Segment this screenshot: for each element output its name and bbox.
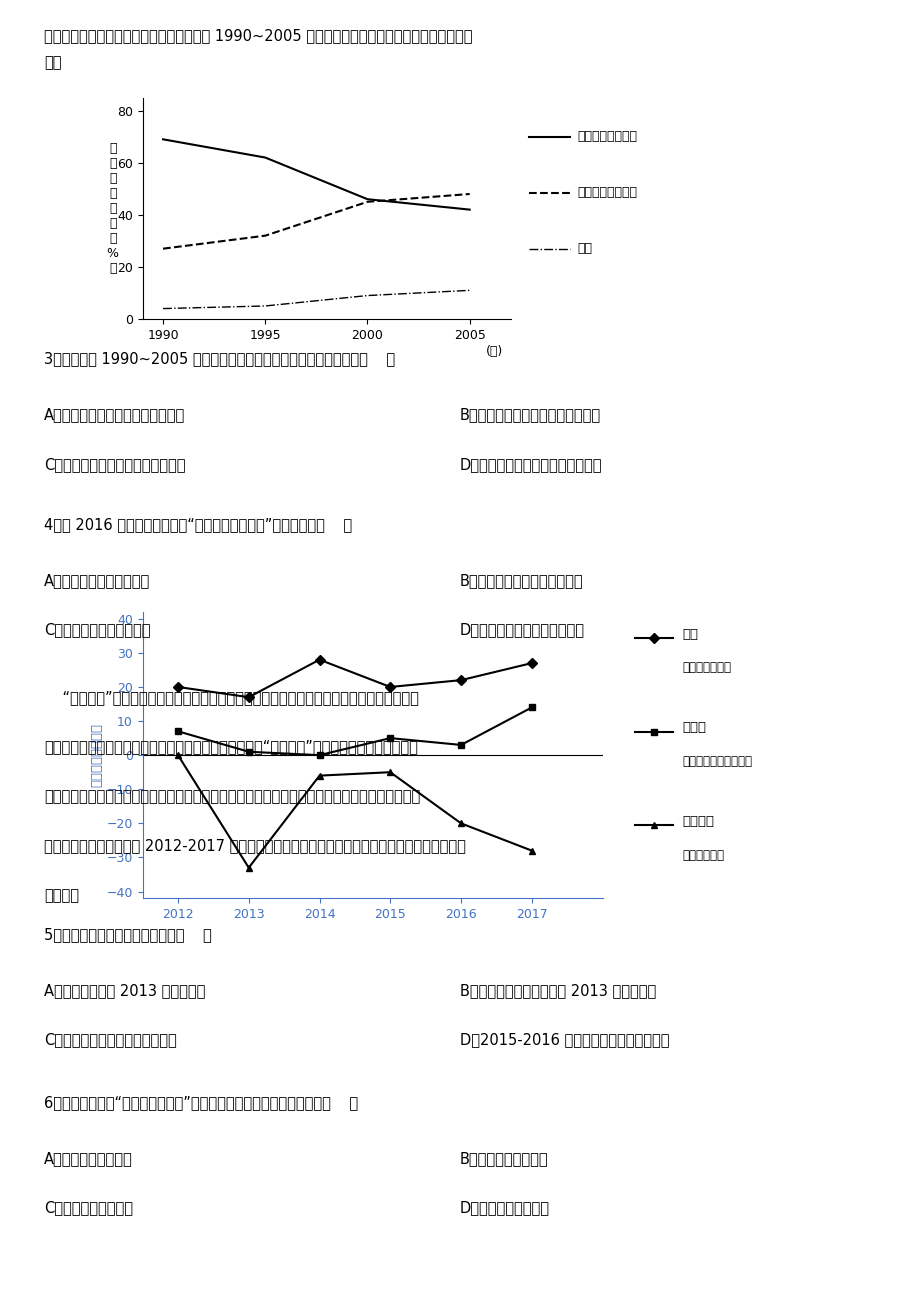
Text: 及过度聚集的拥挤导致其技术、人才、产业、资金等向外围地区迁移，从而促使外围城市的经济发: 及过度聚集的拥挤导致其技术、人才、产业、资金等向外围地区迁移，从而促使外围城市的… — [44, 789, 420, 805]
Text: 与配偶居住在一起: 与配偶居住在一起 — [577, 186, 637, 199]
Text: B．三四线城市人口净迁出 2013 年达最大値: B．三四线城市人口净迁出 2013 年达最大値 — [460, 983, 655, 999]
Text: 展的现象。下图为广东省 2012-2017 年户籍人口逐年净迁移人数（万人）变化曲线图，据此完成下: 展的现象。下图为广东省 2012-2017 年户籍人口逐年净迁移人数（万人）变化… — [44, 838, 466, 854]
Text: B．加重城市社会负担: B．加重城市社会负担 — [460, 1151, 548, 1167]
Y-axis label: 迁移人口（万人）: 迁移人口（万人） — [91, 723, 104, 788]
Text: “虹吸效应”是指区域的中心城市吸收了周边城市的各种资源，随着资源的聚集，中心城市的: “虹吸效应”是指区域的中心城市吸收了周边城市的各种资源，随着资源的聚集，中心城市… — [44, 690, 418, 706]
Text: A．取消计划生育基本国策: A．取消计划生育基本国策 — [44, 573, 150, 589]
Text: D．2015-2016 年佛惠菞人口变化幅度最大: D．2015-2016 年佛惠菞人口变化幅度最大 — [460, 1032, 669, 1048]
Text: 三、四线城市: 三、四线城市 — [682, 849, 724, 862]
Text: D．促进城市协同发展: D．促进城市协同发展 — [460, 1200, 550, 1216]
Text: B．我国老年人口居住方式一成不变: B．我国老年人口居住方式一成不变 — [460, 408, 600, 423]
Text: C．导致城市发展停滞: C．导致城市发展停滞 — [44, 1200, 133, 1216]
Text: 与子女居住在一起: 与子女居住在一起 — [577, 130, 637, 143]
Text: 面小题。: 面小题。 — [44, 888, 79, 904]
Text: 广东其余: 广东其余 — [682, 815, 714, 828]
Text: A．与子女分居的老人占比逐年增大: A．与子女分居的老人占比逐年增大 — [44, 408, 186, 423]
Text: （佛山、惠州、东莞）: （佛山、惠州、东莞） — [682, 755, 752, 768]
Text: 6．广州、深圳的“虹吸和外溢效应”引起的人口迁移，其带来的影响是（    ）: 6．广州、深圳的“虹吸和外溢效应”引起的人口迁移，其带来的影响是（ ） — [44, 1095, 357, 1111]
Text: （广州、深圳）: （广州、深圳） — [682, 661, 731, 674]
Text: D．拉动房地产和母婴产品消费: D．拉动房地产和母婴产品消费 — [460, 622, 584, 638]
Text: 吸引力会越来越强，周边城市的人才会逐渐流失的现象。“外溢效应”是指中心城市受政策影响以: 吸引力会越来越强，周边城市的人才会逐渐流失的现象。“外溢效应”是指中心城市受政策… — [44, 740, 417, 755]
Text: C．佛惠菞年人口迁入数持续上升: C．佛惠菞年人口迁入数持续上升 — [44, 1032, 176, 1048]
Text: 独居: 独居 — [577, 242, 592, 255]
Text: A．穗深人口迁入 2013 年达最大値: A．穗深人口迁入 2013 年达最大値 — [44, 983, 205, 999]
Text: 4．从 2016 年开始，我国实施“全面开放二孩政策”主要目的是（    ）: 4．从 2016 年开始，我国实施“全面开放二孩政策”主要目的是（ ） — [44, 517, 352, 533]
Y-axis label: 老
年
人
口
占
比
（
%
）: 老 年 人 口 占 比 （ % ） — [107, 142, 119, 275]
Text: 步完善各种社会养老保险制度。下图为我国 1990~2005 年老年人口居住方式统计图。读图完成下面: 步完善各种社会养老保险制度。下图为我国 1990~2005 年老年人口居住方式统… — [44, 29, 472, 44]
Text: 小题: 小题 — [44, 55, 62, 70]
Text: 5．上图反映出人口迁移的变化是（    ）: 5．上图反映出人口迁移的变化是（ ） — [44, 927, 211, 943]
Text: A．加快城市职能转变: A．加快城市职能转变 — [44, 1151, 132, 1167]
Text: C．缓解人口老龄化的压力: C．缓解人口老龄化的压力 — [44, 622, 151, 638]
Text: D．我国人口老龄化程度正逐步减轻: D．我国人口老龄化程度正逐步减轻 — [460, 457, 602, 473]
Text: C．我国老年人口大量地向城市迁移: C．我国老年人口大量地向城市迁移 — [44, 457, 186, 473]
Text: (年): (年) — [485, 345, 503, 358]
Text: 穗深: 穗深 — [682, 628, 698, 641]
Text: B．促进城乡之间人口数量平衡: B．促进城乡之间人口数量平衡 — [460, 573, 583, 589]
Text: 3．有关我国 1990~2005 年老年人口居住方式变化的叙述，正确的是（    ）: 3．有关我国 1990~2005 年老年人口居住方式变化的叙述，正确的是（ ） — [44, 352, 395, 367]
Text: 佛惠菞: 佛惠菞 — [682, 721, 706, 734]
